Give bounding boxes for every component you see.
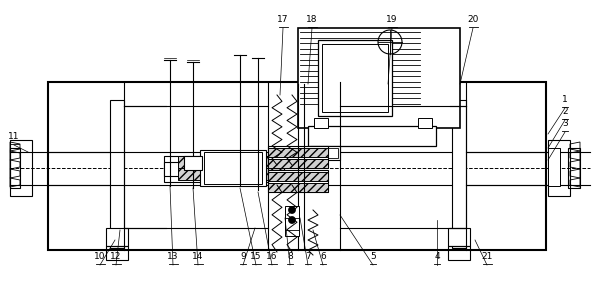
Circle shape [288, 217, 295, 224]
Text: 18: 18 [306, 15, 318, 24]
Text: 11: 11 [8, 132, 20, 141]
Bar [106, 228, 128, 246]
Bar [268, 146, 328, 168]
Bar [548, 148, 560, 186]
Bar [298, 28, 460, 128]
Text: 16: 16 [266, 252, 277, 261]
Text: 6: 6 [320, 252, 326, 261]
Circle shape [288, 206, 295, 213]
Text: 15: 15 [250, 252, 262, 261]
Text: 17: 17 [277, 15, 289, 24]
Bar [548, 140, 570, 196]
Bar [312, 148, 338, 158]
Polygon shape [268, 183, 328, 192]
Bar [164, 156, 284, 182]
Text: 1: 1 [562, 95, 568, 104]
Bar [448, 228, 470, 246]
Bar [106, 246, 128, 260]
Bar [285, 206, 299, 236]
Text: 19: 19 [386, 15, 398, 24]
Text: 12: 12 [110, 252, 121, 261]
Bar [10, 140, 32, 196]
Bar [285, 218, 299, 230]
Text: 9: 9 [240, 252, 246, 261]
Bar [314, 118, 328, 128]
Polygon shape [178, 168, 284, 180]
Bar [418, 118, 432, 128]
Text: 14: 14 [193, 252, 204, 261]
Text: 3: 3 [562, 119, 568, 128]
Bar [322, 44, 388, 112]
Polygon shape [268, 159, 328, 168]
Bar [310, 146, 340, 160]
Text: 8: 8 [287, 252, 293, 261]
Bar [308, 126, 436, 146]
Bar [110, 100, 124, 248]
Polygon shape [178, 156, 284, 168]
Text: 2: 2 [562, 107, 568, 116]
Bar [318, 40, 392, 116]
Text: 13: 13 [167, 252, 179, 261]
Text: 10: 10 [94, 252, 106, 261]
Text: 20: 20 [467, 15, 478, 24]
Bar [10, 148, 20, 188]
Text: 7: 7 [305, 252, 311, 261]
Polygon shape [268, 148, 328, 157]
Bar [448, 246, 470, 260]
Bar [268, 170, 328, 192]
Text: 4: 4 [434, 252, 440, 261]
Bar [204, 152, 262, 184]
Bar [184, 156, 202, 170]
Bar [164, 162, 284, 176]
Bar [200, 150, 266, 186]
Text: 5: 5 [370, 252, 376, 261]
Bar [452, 100, 466, 248]
Bar [48, 82, 546, 250]
Bar [568, 148, 580, 188]
Text: 21: 21 [481, 252, 493, 261]
Polygon shape [268, 172, 328, 181]
